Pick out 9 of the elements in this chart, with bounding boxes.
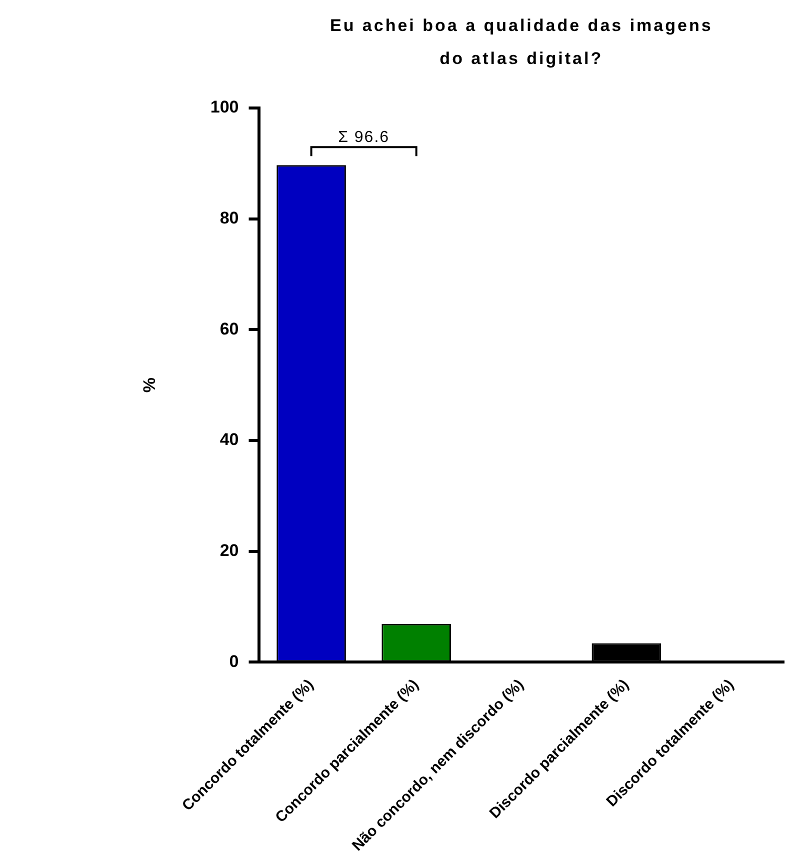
y-tick-label: 0 — [229, 652, 239, 671]
y-tick-label: 80 — [220, 208, 239, 228]
y-tick-label: 20 — [220, 540, 239, 560]
y-axis-title: % — [140, 377, 159, 393]
y-tick-label: 60 — [220, 319, 239, 338]
chart-title: Eu achei boa a qualidade das imagens do atlas digital? — [330, 16, 713, 68]
y-tick-label: 100 — [210, 98, 239, 117]
annotation: Σ 96.6 — [338, 129, 390, 146]
y-tick-label: 40 — [220, 430, 239, 450]
